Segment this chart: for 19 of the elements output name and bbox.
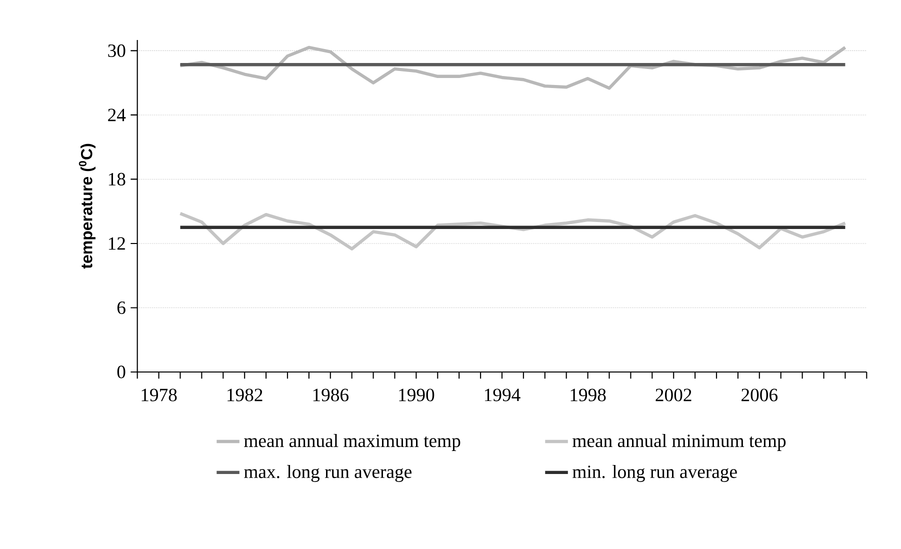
x-tick-label: 1990 bbox=[399, 388, 434, 402]
legend-label: mean annual minimum temp bbox=[572, 434, 786, 451]
y-tick-label: 0 bbox=[117, 366, 126, 378]
y-tick-label: 12 bbox=[108, 237, 125, 250]
legend-label: mean annual maximum temp bbox=[244, 434, 460, 451]
y-axis-title: temperature ($^{0}$C) bbox=[78, 144, 96, 269]
legend-label: max. long run average bbox=[244, 464, 412, 482]
y-tick-label: 30 bbox=[108, 44, 126, 58]
x-tick-label: 2006 bbox=[742, 388, 778, 402]
x-tick-label: 2002 bbox=[656, 388, 692, 402]
y-tick-label: 24 bbox=[108, 108, 126, 122]
x-tick-label: 1998 bbox=[570, 388, 606, 402]
legend-label: min. long run average bbox=[572, 464, 737, 482]
x-tick-label: 1982 bbox=[228, 388, 262, 402]
y-tick-label: 18 bbox=[108, 172, 126, 186]
x-tick-label: 1978 bbox=[142, 388, 177, 402]
x-tick-label: 1986 bbox=[313, 388, 349, 402]
y-tick-label: 6 bbox=[117, 301, 126, 314]
x-tick-label: 1994 bbox=[484, 388, 520, 402]
